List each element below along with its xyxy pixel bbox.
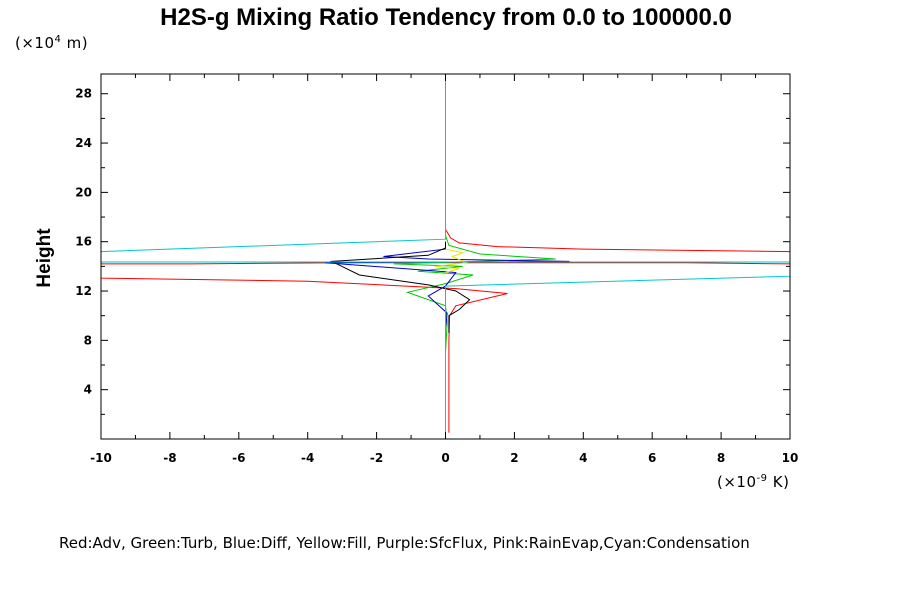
y-tick-label: 24 xyxy=(75,136,92,150)
x-tick-label: 4 xyxy=(579,451,587,465)
x-unit-exponent: -9 xyxy=(757,473,768,484)
x-unit-suffix: K) xyxy=(768,473,790,491)
y-tick-label: 12 xyxy=(75,284,92,298)
y-axis-label: Height xyxy=(34,228,55,288)
y-tick-label: 4 xyxy=(84,383,92,397)
series-line-5 xyxy=(435,248,469,273)
x-tick-label: -6 xyxy=(232,451,245,465)
x-tick-label: 6 xyxy=(648,451,656,465)
chart-title: H2S-g Mixing Ratio Tendency from 0.0 to … xyxy=(160,4,732,31)
series-line-6 xyxy=(100,74,791,436)
x-tick-label: -10 xyxy=(90,451,112,465)
x-tick-label: 10 xyxy=(782,451,799,465)
x-tick-label: 2 xyxy=(510,451,518,465)
y-axis-unit: (×104 m) xyxy=(15,34,88,52)
plot-frame xyxy=(100,73,791,440)
x-tick-label: 8 xyxy=(717,451,725,465)
x-unit-prefix: (×10 xyxy=(717,473,757,491)
series-line-3 xyxy=(324,241,570,433)
legend-text: Red:Adv, Green:Turb, Blue:Diff, Yellow:F… xyxy=(59,534,750,552)
y-unit-prefix: (×10 xyxy=(15,34,55,52)
x-axis-unit: (×10-9 K) xyxy=(717,473,789,491)
x-tick-label: -8 xyxy=(163,451,176,465)
series-layer xyxy=(100,74,791,436)
series-line-4 xyxy=(329,241,471,333)
y-tick-label: 16 xyxy=(75,235,92,249)
y-tick-label: 28 xyxy=(75,87,92,101)
y-tick-label: 20 xyxy=(75,185,92,199)
y-tick-label: 8 xyxy=(84,333,92,347)
x-tick-label: 0 xyxy=(441,451,449,465)
x-tick-label: -2 xyxy=(370,451,383,465)
series-line-1 xyxy=(100,229,791,433)
x-tick-label: -4 xyxy=(301,451,314,465)
y-unit-suffix: m) xyxy=(61,34,88,52)
series-line-2 xyxy=(393,235,556,433)
y-unit-exponent: 4 xyxy=(55,34,62,45)
